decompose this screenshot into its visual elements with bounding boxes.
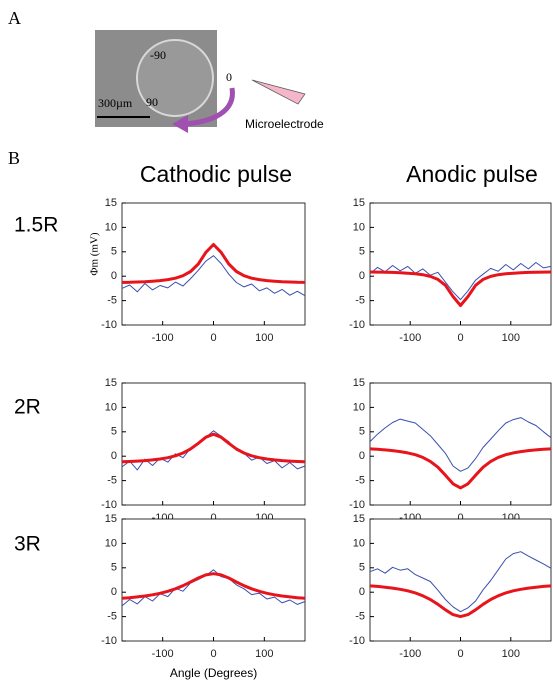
y-tick-label: -10 (349, 319, 365, 331)
row-label: 2R (14, 396, 41, 419)
y-tick-label: 15 (105, 513, 117, 525)
series-line (369, 417, 552, 472)
x-tick-label: 0 (457, 648, 463, 660)
plot-frame (369, 382, 552, 506)
y-tick-label: -5 (107, 295, 117, 307)
plot-frame (121, 202, 306, 326)
series-line (121, 432, 306, 464)
y-tick-label: 15 (353, 513, 365, 525)
column-title: Cathodic pulse (140, 161, 292, 187)
y-tick-label: -5 (355, 295, 365, 307)
row-label: 3R (14, 533, 41, 556)
cell-outline (136, 39, 214, 117)
x-tick-label: 0 (457, 512, 463, 524)
y-tick-label: 10 (353, 221, 365, 233)
plot-frame (121, 518, 306, 642)
scale-bar-label: 300µm (98, 96, 133, 110)
plot-frame (369, 518, 552, 642)
y-tick-label: 10 (105, 401, 117, 413)
y-tick-label: 0 (111, 270, 117, 282)
row-label: 1.5R (14, 214, 58, 237)
angle-label: 0 (226, 70, 232, 84)
x-tick-label: 0 (210, 332, 216, 344)
x-tick-label: -100 (399, 332, 421, 344)
y-tick-label: 5 (111, 426, 117, 438)
y-tick-label: 10 (105, 537, 117, 549)
y-tick-label: 0 (359, 586, 365, 598)
y-tick-label: -5 (107, 475, 117, 487)
x-tick-label: 100 (502, 648, 520, 660)
x-tick-label: 0 (457, 332, 463, 344)
y-tick-label: 5 (111, 246, 117, 258)
panel-label: B (8, 148, 20, 168)
y-tick-label: 15 (353, 197, 365, 209)
arrow-head (172, 115, 188, 133)
y-tick-label: 15 (105, 377, 117, 389)
series-line (369, 447, 552, 490)
arrow (183, 87, 235, 127)
y-tick-label: -5 (355, 611, 365, 623)
y-tick-label: 0 (111, 586, 117, 598)
y-tick-label: 10 (105, 221, 117, 233)
y-tick-label: -10 (101, 499, 117, 511)
x-tick-label: 100 (502, 332, 520, 344)
y-tick-label: 0 (111, 450, 117, 462)
x-tick-label: 0 (210, 648, 216, 660)
y-tick-label: 15 (105, 197, 117, 209)
y-tick-label: -10 (349, 635, 365, 647)
y-tick-label: -5 (107, 611, 117, 623)
x-axis-label: Angle (Degrees) (170, 666, 257, 680)
series-line (369, 270, 552, 307)
x-tick-label: -100 (152, 332, 174, 344)
y-tick-label: 5 (359, 562, 365, 574)
series-line (121, 243, 306, 284)
x-tick-label: 0 (210, 512, 216, 524)
series-line (369, 262, 552, 301)
y-tick-label: 5 (359, 246, 365, 258)
series-line (121, 255, 306, 297)
microelectrode (251, 79, 306, 105)
y-tick-label: 10 (353, 401, 365, 413)
series-line (369, 551, 552, 613)
x-tick-label: -100 (152, 648, 174, 660)
plot-frame (121, 382, 306, 506)
series-line (369, 584, 552, 619)
series-line (121, 569, 306, 607)
y-tick-label: -5 (355, 475, 365, 487)
angle-label: 90 (146, 95, 158, 109)
x-tick-label: -100 (399, 648, 421, 660)
y-tick-label: 10 (353, 537, 365, 549)
y-axis-label: Φm (mV) (89, 232, 101, 276)
angle-label: -90 (150, 48, 166, 62)
y-tick-label: 0 (359, 270, 365, 282)
y-tick-label: 5 (111, 562, 117, 574)
y-tick-label: 5 (359, 426, 365, 438)
y-tick-label: -10 (101, 319, 117, 331)
panel-label: A (8, 8, 21, 28)
x-tick-label: 100 (255, 648, 273, 660)
y-tick-label: 15 (353, 377, 365, 389)
y-tick-label: -10 (101, 635, 117, 647)
y-tick-label: -10 (349, 499, 365, 511)
y-tick-label: 0 (359, 450, 365, 462)
column-title: Anodic pulse (406, 161, 538, 187)
electrode-label: Microelectrode (245, 117, 324, 131)
series-line (121, 572, 306, 600)
x-tick-label: 100 (255, 332, 273, 344)
